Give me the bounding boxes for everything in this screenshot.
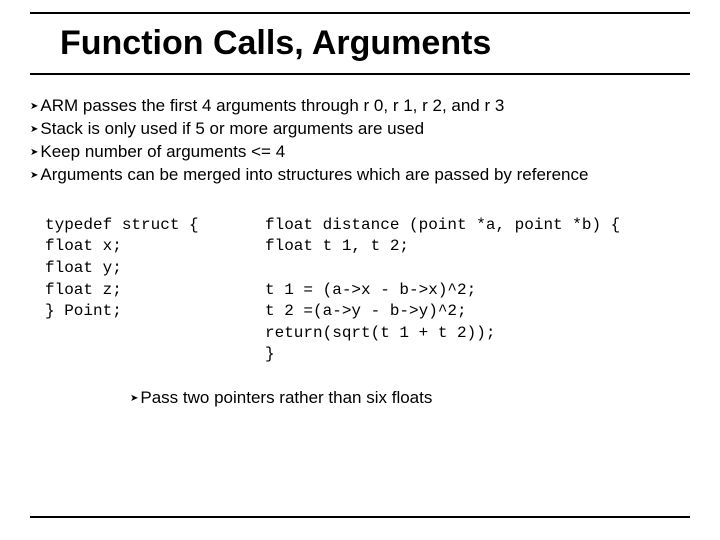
code-block-struct: typedef struct { float x; float y; float…	[45, 215, 265, 366]
bullet-list: ➤ ARM passes the first 4 arguments throu…	[30, 95, 690, 187]
slide: Function Calls, Arguments ➤ ARM passes t…	[0, 12, 720, 540]
bullet-item: ➤ Arguments can be merged into structure…	[30, 164, 690, 187]
bullet-text: Keep number of arguments <= 4	[40, 141, 285, 164]
bottom-divider	[30, 516, 690, 518]
bullet-arrow-icon: ➤	[30, 100, 38, 114]
bullet-item: ➤ Keep number of arguments <= 4	[30, 141, 690, 164]
bullet-arrow-icon: ➤	[30, 146, 38, 160]
bullet-item: ➤ ARM passes the first 4 arguments throu…	[30, 95, 690, 118]
bullet-text: Arguments can be merged into structures …	[40, 164, 588, 187]
footer-bullet: ➤ Pass two pointers rather than six floa…	[130, 388, 720, 408]
code-block-function: float distance (point *a, point *b) { fl…	[265, 215, 690, 366]
bullet-item: ➤ Stack is only used if 5 or more argume…	[30, 118, 690, 141]
slide-title: Function Calls, Arguments	[60, 24, 690, 63]
bullet-text: Stack is only used if 5 or more argument…	[40, 118, 424, 141]
footer-text: Pass two pointers rather than six floats	[140, 388, 432, 408]
bullet-text: ARM passes the first 4 arguments through…	[40, 95, 504, 118]
bullet-arrow-icon: ➤	[30, 123, 38, 137]
code-columns: typedef struct { float x; float y; float…	[45, 215, 690, 366]
bullet-arrow-icon: ➤	[130, 393, 138, 404]
title-container: Function Calls, Arguments	[30, 12, 690, 75]
bullet-arrow-icon: ➤	[30, 169, 38, 183]
